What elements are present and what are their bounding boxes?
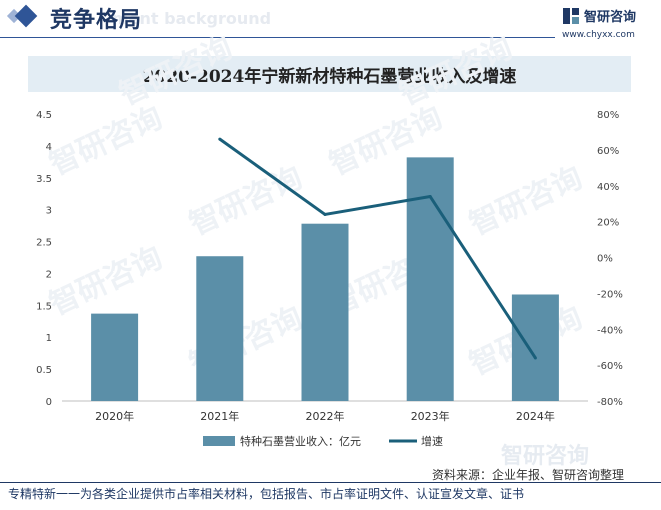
chart-title: 2020-2024年宁新新材特种石墨营业收入及增速 xyxy=(142,66,517,87)
y-left-tick-label: 1 xyxy=(46,333,52,344)
y-left-tick-label: 3 xyxy=(46,206,52,217)
growth-line xyxy=(218,137,537,359)
watermark-logo-text: 智研咨询 xyxy=(501,443,589,469)
footer-text: 专精特新一一为各类企业提供市占率相关材料，包括报告、市占率证明文件、认证宣发文章… xyxy=(8,487,525,501)
x-tick-label: 2024年 xyxy=(516,409,555,423)
section-title: 竞争格局 xyxy=(50,8,143,33)
y-right-tick-label: 60% xyxy=(597,146,619,157)
y-left-tick-label: 0 xyxy=(46,397,52,408)
bar-5 xyxy=(511,294,559,401)
bar-2 xyxy=(196,256,244,401)
y-right-tick-label: 20% xyxy=(597,218,619,229)
y-left-tick-label: 4 xyxy=(46,142,52,153)
x-tick-label: 2020年 xyxy=(95,409,134,423)
watermark-text: 智研咨询 xyxy=(44,100,168,182)
logo-icon xyxy=(563,8,579,24)
y-left-tick-label: 4.5 xyxy=(36,110,52,121)
footer-divider xyxy=(0,482,661,483)
y-right-tick-label: 40% xyxy=(597,182,619,193)
legend-line-label: 增速 xyxy=(421,434,443,448)
watermark-text: 智研咨询 xyxy=(114,30,238,112)
y-left-tick-label: 2.5 xyxy=(36,238,52,249)
watermark-text: 智研咨询 xyxy=(464,160,588,242)
ghost-title: ment background xyxy=(112,9,272,28)
bar-4 xyxy=(406,157,454,401)
watermark-text: 智研咨询 xyxy=(394,30,518,112)
growth-point-5 xyxy=(533,356,537,360)
logo-text: 智研咨询 xyxy=(584,10,637,25)
bar-1 xyxy=(91,313,139,401)
y-left-tick-label: 3.5 xyxy=(36,174,52,185)
x-tick-label: 2021年 xyxy=(200,409,239,423)
y-left-tick-label: 1.5 xyxy=(36,301,52,312)
legend-bar-swatch xyxy=(203,436,235,446)
chart-title-band: 2020-2024年宁新新材特种石墨营业收入及增速 xyxy=(28,56,631,92)
watermark-text: 智研咨询 xyxy=(184,160,308,242)
legend-bar-label: 特种石墨营业收入：亿元 xyxy=(240,434,361,448)
growth-point-4 xyxy=(428,195,432,199)
logo-url: www.chyxx.com xyxy=(562,30,635,40)
y-right-tick-label: 0% xyxy=(597,254,613,265)
bar-3 xyxy=(301,223,349,401)
source-text: 资料来源：企业年报、智研咨询整理 xyxy=(432,468,625,482)
header-divider xyxy=(0,37,555,38)
watermark-text: 智研咨询 xyxy=(44,240,168,322)
x-tick-label: 2022年 xyxy=(306,409,345,423)
y-right-tick-label: -40% xyxy=(597,325,623,336)
header: ment background 竞争格局 智研咨询 www.chyxx.com xyxy=(0,0,661,40)
y-left-tick-label: 0.5 xyxy=(36,365,52,376)
x-tick-label: 2023年 xyxy=(411,409,450,423)
y-right-tick-label: 80% xyxy=(597,110,619,121)
y-right-tick-label: -80% xyxy=(597,397,623,408)
growth-point-3 xyxy=(323,212,327,216)
y-right-tick-label: -60% xyxy=(597,361,623,372)
brand-logo: 智研咨询 www.chyxx.com xyxy=(562,4,658,40)
y-right-tick-label: -20% xyxy=(597,289,623,300)
growth-point-2 xyxy=(218,137,222,141)
y-left-tick-label: 2 xyxy=(46,269,52,280)
